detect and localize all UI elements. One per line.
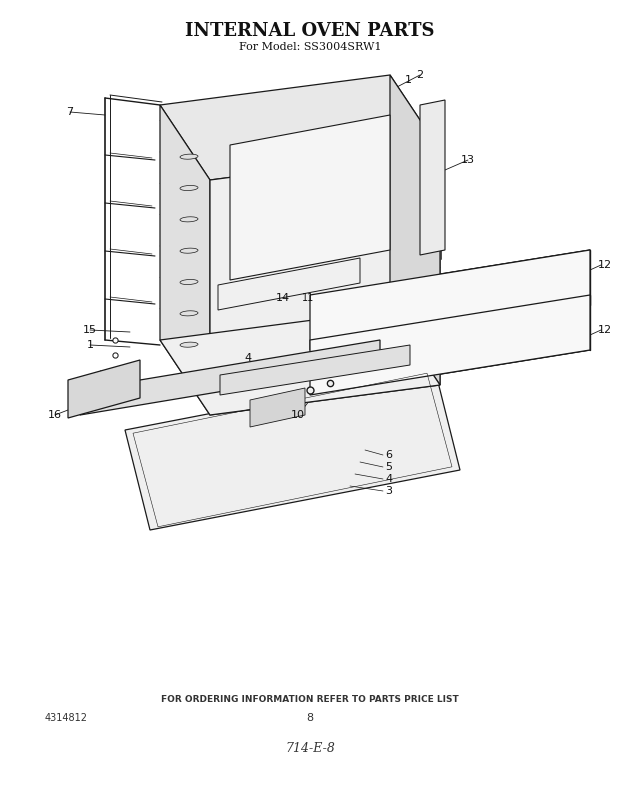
Text: INTERNAL OVEN PARTS: INTERNAL OVEN PARTS [185,22,435,40]
Text: 13: 13 [461,155,475,165]
Polygon shape [160,75,440,180]
Polygon shape [310,250,590,350]
Text: 14: 14 [276,293,290,303]
Text: 4: 4 [385,474,392,484]
Polygon shape [420,100,445,255]
Text: 12: 12 [598,325,612,335]
Text: 4: 4 [244,353,252,363]
Text: 10: 10 [291,410,305,420]
Polygon shape [390,75,440,385]
Text: 12: 12 [598,260,612,270]
Ellipse shape [180,217,198,222]
Polygon shape [210,150,440,415]
Text: 1: 1 [87,340,94,350]
Polygon shape [160,105,210,415]
Text: 714-E-8: 714-E-8 [285,742,335,754]
Ellipse shape [180,342,198,347]
Text: 5: 5 [385,462,392,472]
Text: 2: 2 [417,70,423,80]
Text: 15: 15 [83,325,97,335]
Ellipse shape [180,279,198,284]
Text: 11: 11 [302,293,314,303]
Text: 1: 1 [404,75,412,85]
Polygon shape [218,258,360,310]
Polygon shape [220,345,410,395]
Polygon shape [230,115,390,280]
Polygon shape [80,340,380,415]
Text: 4314812: 4314812 [45,713,88,723]
Polygon shape [68,360,140,418]
Ellipse shape [180,185,198,191]
Text: 3: 3 [385,486,392,496]
Text: FOR ORDERING INFORMATION REFER TO PARTS PRICE LIST: FOR ORDERING INFORMATION REFER TO PARTS … [161,696,459,704]
Ellipse shape [180,248,198,254]
Text: For Model: SS3004SRW1: For Model: SS3004SRW1 [239,42,381,52]
Ellipse shape [180,311,198,316]
Polygon shape [310,295,590,395]
Text: 7: 7 [66,107,74,117]
Polygon shape [160,310,440,415]
Text: 6: 6 [385,450,392,460]
Text: 16: 16 [48,410,62,420]
Polygon shape [250,388,305,427]
Text: 8: 8 [306,713,314,723]
Polygon shape [125,370,460,530]
Ellipse shape [180,154,198,159]
